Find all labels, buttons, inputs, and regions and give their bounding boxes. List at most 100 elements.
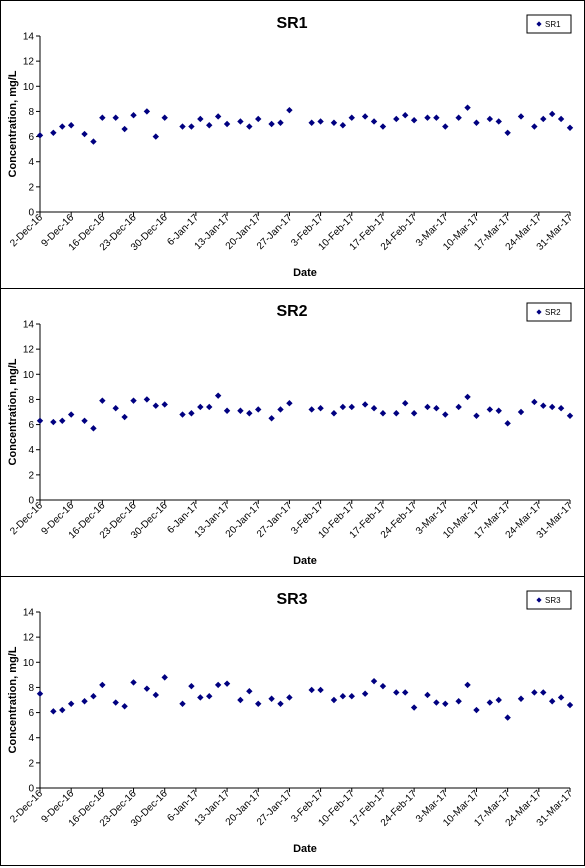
data-point — [402, 400, 409, 407]
y-tick-label: 8 — [28, 107, 34, 118]
y-tick-label: 4 — [28, 733, 34, 744]
legend-label: SR2 — [545, 308, 561, 317]
data-point — [348, 114, 355, 121]
data-point — [121, 413, 128, 421]
data-point — [223, 120, 231, 128]
data-point — [317, 686, 324, 694]
legend-box — [526, 14, 572, 34]
data-point — [161, 114, 168, 121]
y-axis-title: Concentration, mg/L — [7, 646, 19, 753]
data-point — [495, 407, 502, 414]
data-point — [566, 701, 574, 709]
data-point — [455, 403, 462, 411]
data-point — [308, 686, 315, 694]
data-point — [410, 117, 418, 124]
data-point — [531, 123, 538, 130]
chart-panel: SR1024681012142-Dec-169-Dec-1616-Dec-162… — [0, 0, 585, 289]
data-point — [67, 411, 75, 418]
y-axis-title: Concentration, mg/L — [7, 70, 19, 177]
y-tick-label: 4 — [28, 445, 34, 456]
data-point — [330, 119, 338, 126]
data-point — [504, 420, 511, 427]
data-point — [161, 401, 168, 408]
y-axis-title: Concentration, mg/L — [7, 358, 19, 465]
data-point — [557, 405, 565, 412]
data-point — [486, 406, 494, 413]
data-point — [348, 403, 355, 411]
data-point — [370, 118, 378, 125]
legend-label: SR3 — [545, 596, 561, 605]
data-point — [152, 691, 159, 699]
y-tick-label: 0 — [28, 208, 34, 219]
data-point — [393, 410, 400, 417]
data-point — [557, 115, 565, 123]
data-point — [464, 104, 471, 111]
data-point — [410, 704, 418, 711]
data-point — [486, 699, 494, 706]
data-point — [90, 138, 97, 145]
data-point — [197, 115, 204, 123]
data-point — [286, 694, 293, 701]
data-point — [442, 123, 449, 130]
data-point — [393, 689, 400, 696]
data-point — [286, 106, 293, 114]
data-point — [214, 113, 222, 120]
data-point — [67, 122, 75, 129]
data-point — [81, 698, 88, 705]
y-tick-label: 0 — [28, 784, 34, 795]
data-point — [557, 694, 565, 701]
data-point — [99, 397, 106, 404]
data-point — [495, 118, 502, 125]
data-point — [59, 706, 66, 714]
data-point — [286, 400, 293, 407]
data-point — [197, 694, 204, 701]
data-point — [339, 122, 347, 129]
y-tick-label: 2 — [28, 182, 34, 193]
data-point — [540, 402, 547, 409]
chart-title: SR1 — [276, 15, 307, 32]
data-point — [59, 123, 66, 130]
y-tick-label: 12 — [23, 57, 35, 68]
data-point — [36, 417, 44, 424]
data-point — [393, 115, 400, 123]
y-tick-label: 12 — [23, 345, 35, 356]
data-point — [548, 698, 556, 705]
y-tick-label: 10 — [23, 370, 35, 381]
data-point — [277, 119, 284, 126]
data-point — [161, 674, 168, 681]
data-point — [531, 398, 538, 406]
data-point — [504, 129, 511, 136]
data-point — [317, 118, 324, 125]
data-point — [317, 405, 324, 412]
data-point — [424, 691, 431, 699]
legend: SR1 — [526, 14, 572, 34]
chart-panel: SR2024681012142-Dec-169-Dec-1616-Dec-162… — [0, 288, 585, 577]
y-tick-label: 6 — [28, 420, 34, 431]
data-point — [143, 108, 151, 115]
data-point — [540, 689, 547, 696]
legend-box — [526, 590, 572, 610]
data-point — [379, 410, 387, 417]
data-point — [361, 113, 369, 120]
data-point — [121, 125, 128, 133]
data-point — [330, 410, 338, 417]
y-tick-label: 14 — [23, 320, 35, 331]
y-tick-label: 12 — [23, 633, 35, 644]
y-tick-label: 14 — [23, 608, 35, 619]
legend-label: SR1 — [545, 20, 561, 29]
panel-border — [0, 0, 585, 289]
data-point — [130, 112, 137, 119]
y-tick-label: 8 — [28, 395, 34, 406]
data-point — [464, 393, 471, 401]
data-point — [402, 112, 409, 119]
data-point — [237, 118, 244, 125]
data-point — [223, 407, 231, 414]
data-point — [361, 401, 369, 408]
data-point — [433, 114, 440, 121]
data-point — [402, 689, 409, 696]
data-point — [424, 114, 431, 121]
data-point — [112, 114, 119, 121]
y-tick-label: 2 — [28, 758, 34, 769]
y-tick-label: 6 — [28, 708, 34, 719]
